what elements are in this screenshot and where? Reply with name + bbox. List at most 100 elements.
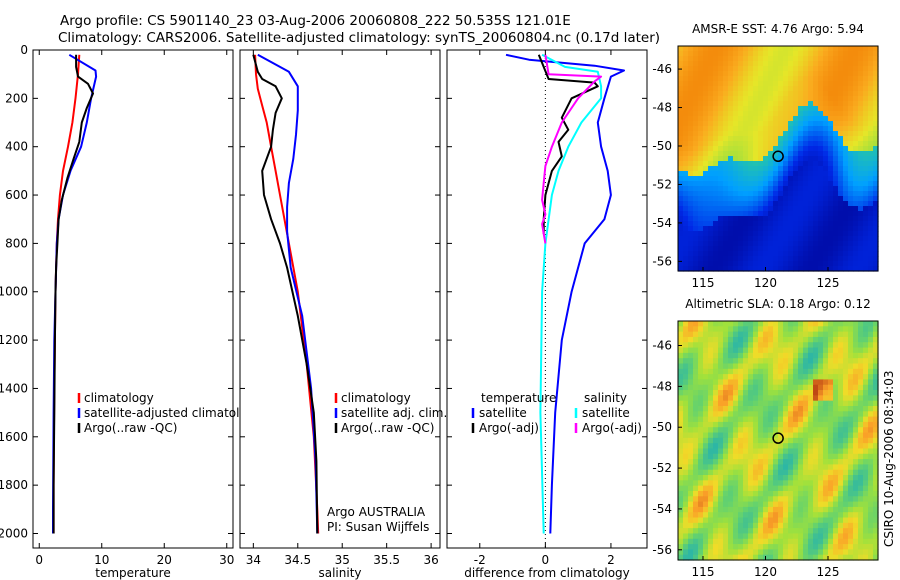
- sla-map-cell: [768, 475, 774, 481]
- sst-map-cell: [793, 136, 799, 142]
- sst-map-cell: [688, 111, 694, 117]
- sst-map-cell: [858, 241, 864, 247]
- sla-map-cell: [858, 331, 864, 338]
- sst-map-cell: [868, 141, 874, 147]
- sla-map-cell: [838, 453, 844, 460]
- sla-map-cell: [848, 464, 854, 471]
- sst-map-cell: [793, 171, 799, 177]
- sla-map-cell: [768, 517, 774, 524]
- sla-map-cell: [678, 475, 684, 481]
- sst-map-cell: [818, 196, 824, 202]
- sst-map-cell: [873, 226, 879, 232]
- sla-map-cell: [758, 390, 764, 396]
- sst-map-cell: [788, 216, 794, 222]
- sla-map-cell: [833, 480, 839, 487]
- sst-map-cell: [873, 161, 879, 167]
- sst-map-cell: [823, 176, 829, 182]
- sst-map-cell: [788, 126, 794, 132]
- sla-map-cell: [778, 363, 784, 370]
- sla-map-cell: [683, 347, 689, 354]
- sst-map-cell: [768, 241, 774, 247]
- sla-map-cell: [858, 374, 864, 381]
- sst-map-cell: [768, 201, 774, 207]
- sla-map-cell: [808, 336, 814, 343]
- sst-map-cell: [778, 76, 784, 82]
- sla-map-cell: [708, 538, 714, 545]
- sst-map-cell: [793, 206, 799, 212]
- sst-map-cell: [808, 181, 814, 187]
- temperature-ytick-label: 200: [5, 91, 28, 105]
- sst-map-cell: [848, 216, 854, 222]
- sst-map-cell: [873, 221, 879, 227]
- sst-map-cell: [828, 76, 834, 82]
- sst-map-cell: [708, 51, 714, 57]
- sst-map-cell: [808, 201, 814, 207]
- sst-map-cell: [763, 181, 769, 187]
- sst-map-cell: [698, 181, 704, 187]
- sla-map-cell: [823, 485, 829, 492]
- sla-map-cell: [788, 496, 794, 503]
- sst-map-cell: [858, 266, 864, 272]
- sst-map-cell: [863, 226, 869, 232]
- sla-map-cell: [713, 331, 719, 338]
- sst-map-cell: [863, 66, 869, 72]
- sst-map-cell: [873, 111, 879, 117]
- sla-map-cell: [753, 421, 759, 428]
- sst-map-cell: [723, 101, 729, 107]
- sst-map-cell: [823, 156, 829, 162]
- sst-map-cell: [838, 116, 844, 122]
- sst-map-cell: [763, 201, 769, 207]
- sla-map-cell: [753, 554, 759, 561]
- sla-map-cell: [698, 533, 704, 540]
- sst-map-cell: [793, 111, 799, 117]
- sst-map-cell: [758, 131, 764, 137]
- sla-map-cell: [858, 544, 864, 550]
- sst-map-cell: [778, 201, 784, 207]
- sst-map-cell: [788, 176, 794, 182]
- sst-map-cell: [838, 51, 844, 57]
- sst-map-cell: [708, 96, 714, 102]
- sst-map-cell: [873, 206, 879, 212]
- sst-map-cell: [718, 246, 724, 252]
- sst-map-cell: [873, 61, 879, 67]
- sla-map-cell: [728, 416, 734, 423]
- sst-map-cell: [768, 56, 774, 62]
- sla-map-cell: [868, 411, 874, 418]
- sst-map-cell: [683, 61, 689, 67]
- sla-map-cell: [828, 544, 834, 550]
- sla-map-cell: [773, 501, 779, 508]
- sla-map-cell: [798, 405, 804, 412]
- sla-map-cell: [813, 480, 819, 487]
- sla-map-cell: [713, 469, 719, 476]
- sst-map-cell: [788, 71, 794, 77]
- sla-map-cell: [793, 469, 799, 476]
- sst-map-cell: [688, 66, 694, 72]
- sst-map-cell: [798, 91, 804, 97]
- sst-map-cell: [873, 241, 879, 247]
- sst-map-cell: [813, 266, 819, 272]
- sla-map-cell: [738, 405, 744, 412]
- sst-map-cell: [683, 111, 689, 117]
- sst-map-cell: [733, 96, 739, 102]
- sla-map-cell: [728, 496, 734, 503]
- sla-map-cell: [843, 554, 849, 561]
- sst-map-cell: [748, 76, 754, 82]
- sla-map-cell: [853, 384, 859, 391]
- sst-map-cell: [828, 131, 834, 137]
- sla-map-cell: [743, 496, 749, 503]
- sst-map-cell: [778, 171, 784, 177]
- sst-map-cell: [788, 231, 794, 237]
- sla-map-cell: [703, 427, 709, 434]
- sla-map-cell: [753, 490, 759, 497]
- sst-map-cell: [853, 76, 859, 82]
- sst-map-cell: [848, 181, 854, 187]
- sst-map-cell: [793, 76, 799, 82]
- sla-map-cell: [773, 437, 779, 444]
- sla-map-cell: [848, 347, 854, 354]
- sst-map-cell: [798, 66, 804, 72]
- sla-map-cell: [863, 490, 869, 497]
- sst-map-cell: [703, 171, 709, 177]
- sla-map-cell: [713, 395, 719, 402]
- sst-map-cell: [853, 71, 859, 77]
- sst-map-cell: [863, 206, 869, 212]
